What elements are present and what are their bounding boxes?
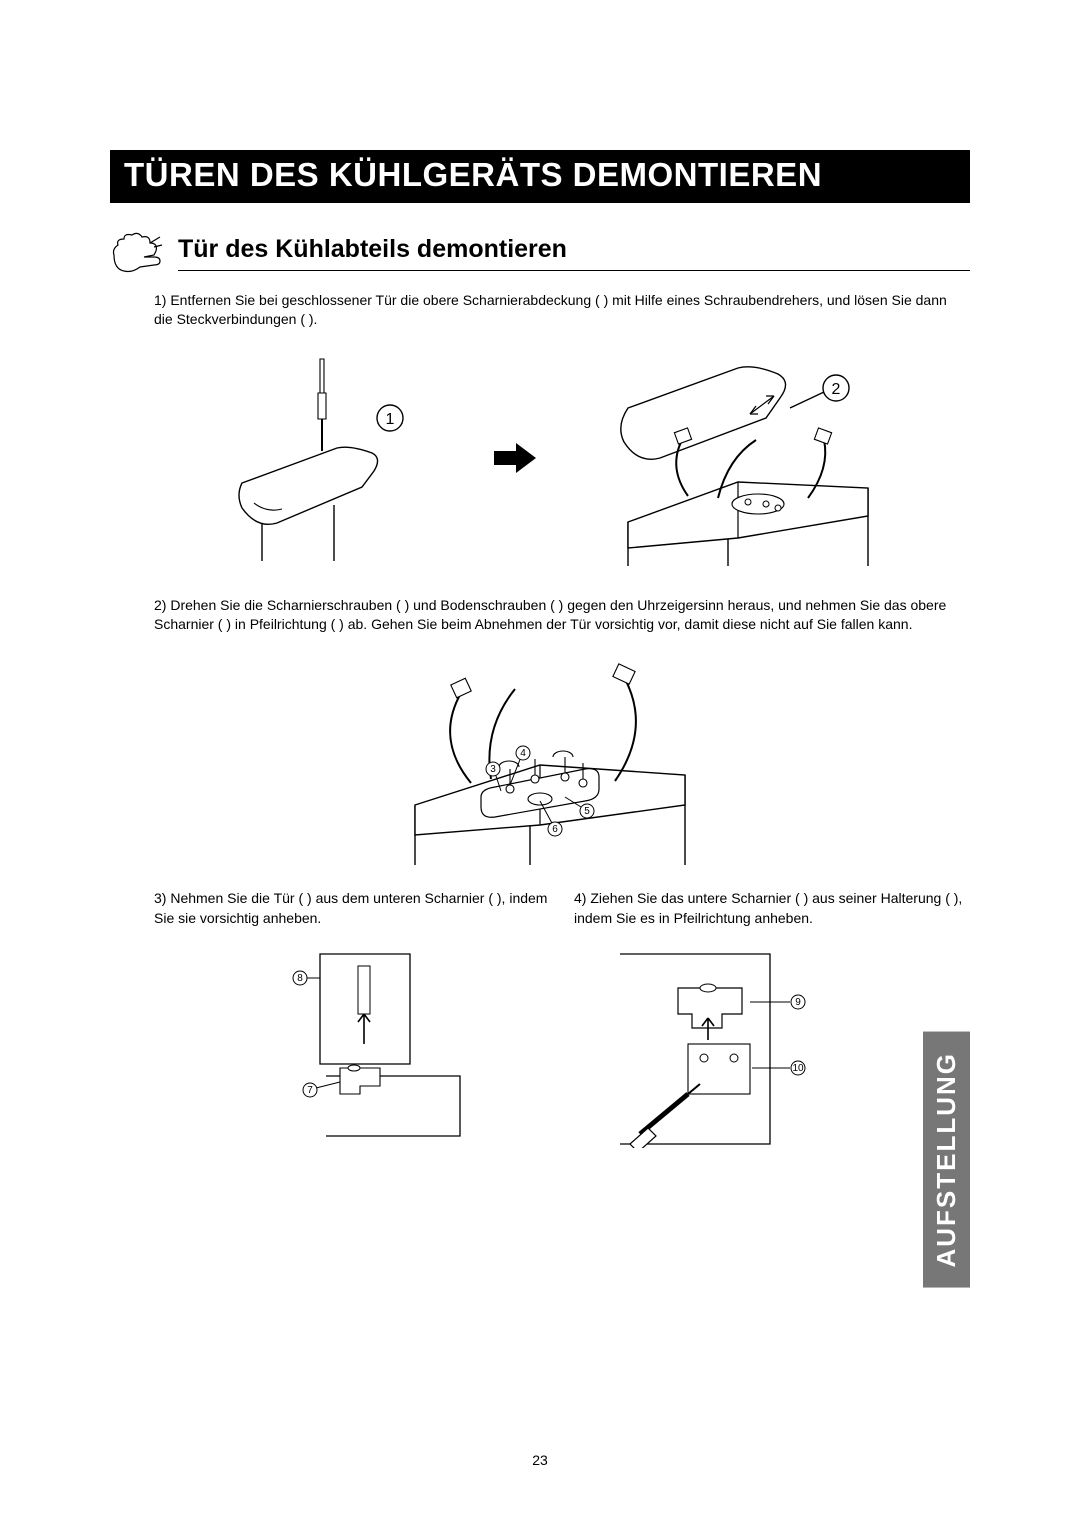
step-4-text: 4) Ziehen Sie das untere Scharnier ( ) a… — [574, 889, 970, 928]
figure-2: 2 — [578, 348, 878, 568]
figure-row-3: 8 7 9 1 — [150, 948, 970, 1148]
page-number: 23 — [0, 1452, 1080, 1468]
svg-text:8: 8 — [297, 973, 303, 984]
step-3-text: 3) Nehmen Sie die Tür ( ) aus dem untere… — [154, 889, 550, 928]
arrow-right-icon — [492, 441, 538, 475]
svg-text:9: 9 — [795, 997, 801, 1008]
svg-text:1: 1 — [386, 411, 395, 428]
figure-row-2: 4 3 5 6 — [110, 649, 970, 869]
svg-text:5: 5 — [584, 806, 590, 817]
step-1-text: 1) Entfernen Sie bei geschlossener Tür d… — [154, 291, 960, 330]
figure-row-1: 1 — [130, 348, 970, 568]
figure-4: 8 7 — [260, 948, 480, 1138]
side-tab: AUFSTELLUNG — [923, 1032, 970, 1288]
figure-5: 9 10 — [600, 948, 860, 1148]
svg-text:7: 7 — [307, 1085, 313, 1096]
hand-icon — [110, 231, 164, 275]
step-2-text: 2) Drehen Sie die Scharnierschrauben ( )… — [154, 596, 960, 635]
svg-text:6: 6 — [552, 824, 558, 835]
section-heading-row: Tür des Kühlabteils demontieren — [110, 231, 970, 275]
svg-text:4: 4 — [520, 748, 526, 759]
figure-1: 1 — [222, 353, 452, 563]
svg-text:2: 2 — [832, 381, 841, 398]
svg-text:3: 3 — [490, 764, 496, 775]
section-title: Tür des Kühlabteils demontieren — [178, 235, 970, 271]
figure-3: 4 3 5 6 — [375, 649, 705, 869]
svg-text:10: 10 — [792, 1063, 804, 1074]
step-3-4-row: 3) Nehmen Sie die Tür ( ) aus dem untere… — [154, 889, 970, 928]
page-title: TÜREN DES KÜHLGERÄTS DEMONTIEREN — [110, 150, 970, 203]
